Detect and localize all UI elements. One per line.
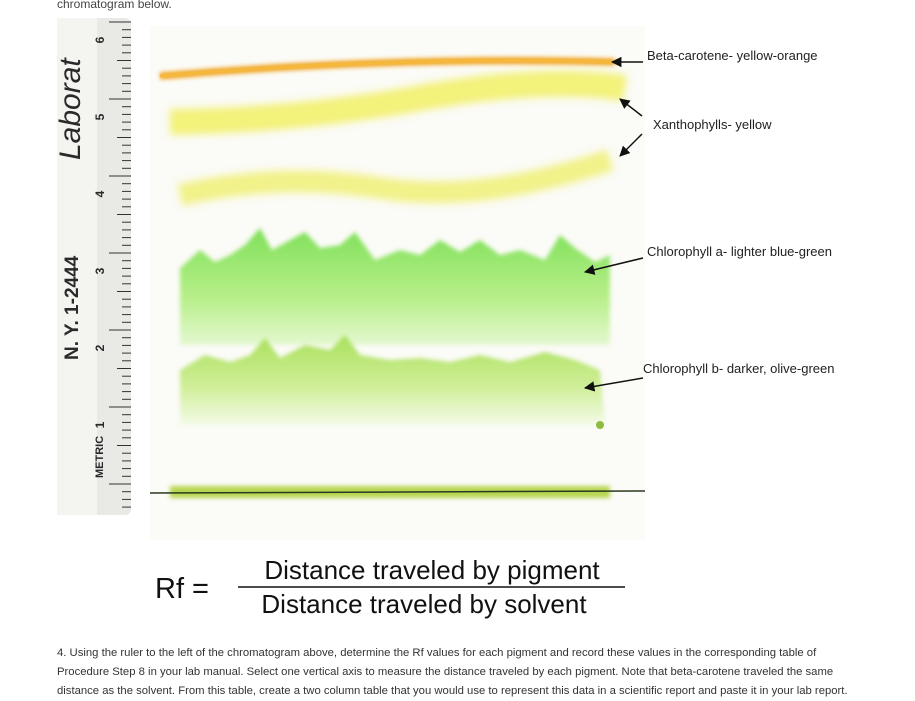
- formula-denominator: Distance traveled by solvent: [261, 589, 587, 619]
- formula-lhs: Rf =: [155, 573, 209, 605]
- ruler-number: 6: [93, 36, 107, 43]
- ruler-unit: METRIC: [94, 436, 106, 478]
- ruler-code: N. Y. 1-2444: [62, 255, 83, 360]
- paragraph-line: 4. Using the ruler to the left of the ch…: [57, 647, 817, 659]
- chromatogram: [149, 26, 646, 540]
- pigment-label: Beta-carotene- yellow-orange: [647, 48, 818, 63]
- pigment-label: Xanthophylls- yellow: [653, 117, 772, 132]
- ruler-number: 5: [93, 113, 107, 120]
- pigment-label: Chlorophyll a- lighter blue-green: [647, 244, 832, 259]
- paragraph-line: distance as the solvent. From this table…: [57, 685, 848, 697]
- arrows: [583, 56, 644, 392]
- ruler-number: 2: [93, 344, 107, 351]
- ruler-number: 4: [93, 190, 107, 197]
- ruler-brand: Laborat: [54, 57, 87, 160]
- paragraph-line: Procedure Step 8 in your lab manual. Sel…: [57, 666, 833, 678]
- header-text: chromatogram below.: [57, 0, 172, 11]
- ruler-number: 1: [93, 421, 107, 428]
- ruler: Laborat N. Y. 1-2444 METRIC 6 5 4 3 2 1: [54, 18, 131, 515]
- pigment-label: Chlorophyll b- darker, olive-green: [643, 361, 834, 376]
- ruler-number: 3: [93, 267, 107, 274]
- formula-numerator: Distance traveled by pigment: [264, 555, 600, 585]
